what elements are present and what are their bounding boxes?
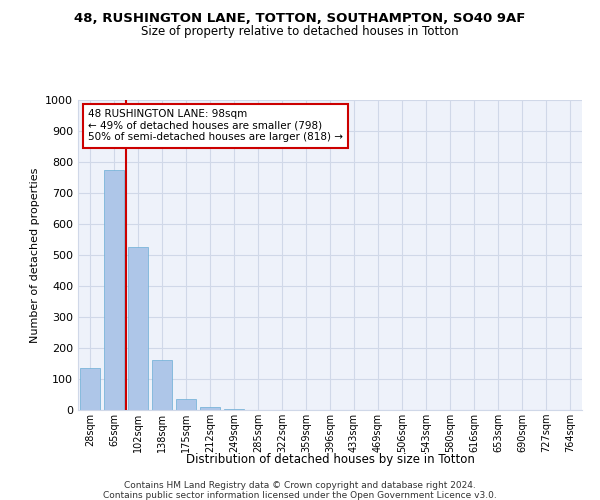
Bar [104,170,124,410]
Y-axis label: Number of detached properties: Number of detached properties [29,168,40,342]
Text: Distribution of detached houses by size in Totton: Distribution of detached houses by size … [185,452,475,466]
Bar [152,360,172,410]
Text: 48 RUSHINGTON LANE: 98sqm
← 49% of detached houses are smaller (798)
50% of semi: 48 RUSHINGTON LANE: 98sqm ← 49% of detac… [88,110,343,142]
Bar [176,399,196,410]
Text: Contains public sector information licensed under the Open Government Licence v3: Contains public sector information licen… [103,491,497,500]
Bar [80,368,100,410]
Text: Size of property relative to detached houses in Totton: Size of property relative to detached ho… [141,25,459,38]
Text: 48, RUSHINGTON LANE, TOTTON, SOUTHAMPTON, SO40 9AF: 48, RUSHINGTON LANE, TOTTON, SOUTHAMPTON… [74,12,526,26]
Text: Contains HM Land Registry data © Crown copyright and database right 2024.: Contains HM Land Registry data © Crown c… [124,481,476,490]
Bar [128,247,148,410]
Bar [200,407,220,410]
